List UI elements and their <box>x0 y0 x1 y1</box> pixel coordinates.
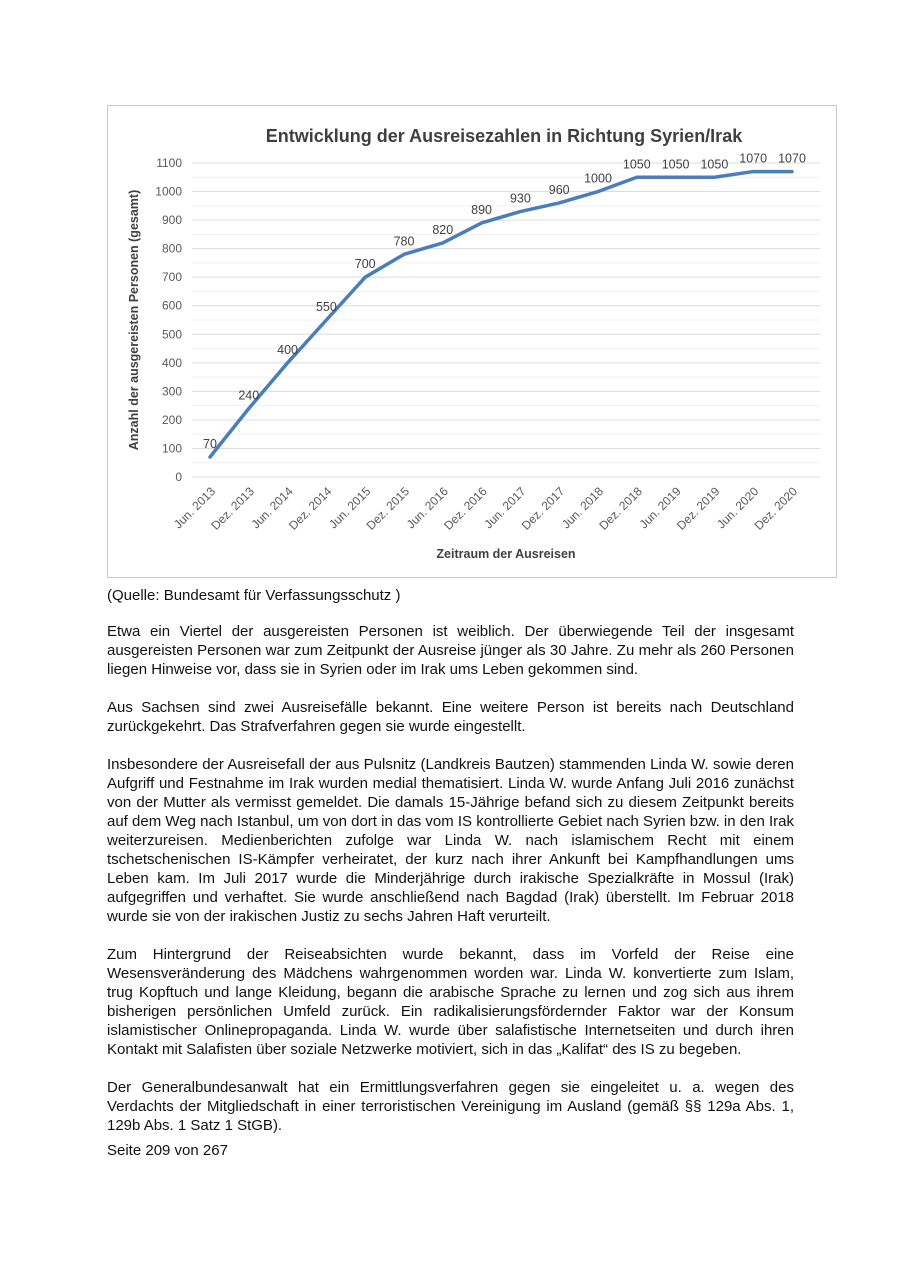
y-tick-label: 0 <box>175 470 182 484</box>
chart-title: Entwicklung der Ausreisezahlen in Richtu… <box>266 126 743 146</box>
data-label: 960 <box>549 183 570 197</box>
page-number-footer: Seite 209 von 267 <box>107 1142 228 1159</box>
data-label: 1050 <box>623 157 651 171</box>
data-label: 550 <box>316 300 337 314</box>
data-label: 1000 <box>584 172 612 186</box>
data-label: 780 <box>394 234 415 248</box>
y-tick-label: 500 <box>162 327 182 341</box>
x-tick-label: Dez. 2019 <box>674 484 723 533</box>
chart-source-caption: (Quelle: Bundesamt für Verfassungsschutz… <box>107 587 401 604</box>
page: 0 100 200 300 400 500 600 700 800 900 1000 1100 Jun.… <box>107 105 837 1159</box>
y-tick-label: 600 <box>162 299 182 313</box>
data-label: 890 <box>471 203 492 217</box>
y-tick-label: 800 <box>162 242 182 256</box>
data-label: 70 <box>203 437 217 451</box>
y-axis-title: Anzahl der ausgereisten Personen (gesamt… <box>127 190 141 451</box>
x-tick-label: Dez. 2013 <box>208 484 257 533</box>
chart-figure: 0 100 200 300 400 500 600 700 800 900 1000 1100 Jun.… <box>107 105 837 578</box>
y-tick-label: 100 <box>162 441 182 455</box>
data-label: 1050 <box>662 157 690 171</box>
body-paragraph: Der Generalbundesanwalt hat ein Ermittlu… <box>107 1079 794 1134</box>
data-label: 700 <box>355 257 376 271</box>
body-paragraph: Aus Sachsen sind zwei Ausreisefälle beka… <box>107 699 794 735</box>
x-axis-title: Zeitraum der Ausreisen <box>436 547 575 561</box>
data-label: 400 <box>277 343 298 357</box>
body-paragraph: Etwa ein Viertel der ausgereisten Person… <box>107 623 794 678</box>
x-tick-label: Dez. 2016 <box>441 484 490 533</box>
x-tick-label: Dez. 2014 <box>286 484 335 533</box>
y-tick-label: 900 <box>162 213 182 227</box>
x-tick-label: Dez. 2015 <box>364 484 413 533</box>
x-tick-label: Dez. 2017 <box>519 484 568 533</box>
body-paragraph: Insbesondere der Ausreisefall der aus Pu… <box>107 756 794 925</box>
y-tick-label: 300 <box>162 384 182 398</box>
data-label: 1070 <box>778 152 806 166</box>
data-label: 1050 <box>700 157 728 171</box>
y-tick-label: 700 <box>162 270 182 284</box>
y-tick-label: 1100 <box>156 156 182 170</box>
x-tick-label: Dez. 2020 <box>752 484 801 533</box>
data-label: 930 <box>510 192 531 206</box>
data-label: 240 <box>238 388 259 402</box>
y-tick-label: 400 <box>162 356 182 370</box>
data-line-series <box>208 169 794 459</box>
chart-svg: 010020030040050060070080090010001100Jun.… <box>127 126 820 561</box>
y-tick-label: 200 <box>162 413 182 427</box>
body-paragraph: Zum Hintergrund der Reiseabsichten wurde… <box>107 946 794 1058</box>
data-label: 1070 <box>739 152 767 166</box>
data-label: 820 <box>432 223 453 237</box>
x-tick-label: Dez. 2018 <box>596 484 645 533</box>
body-text: Etwa ein Viertel der ausgereisten Person… <box>107 622 794 1135</box>
y-tick-label: 1000 <box>155 185 182 199</box>
